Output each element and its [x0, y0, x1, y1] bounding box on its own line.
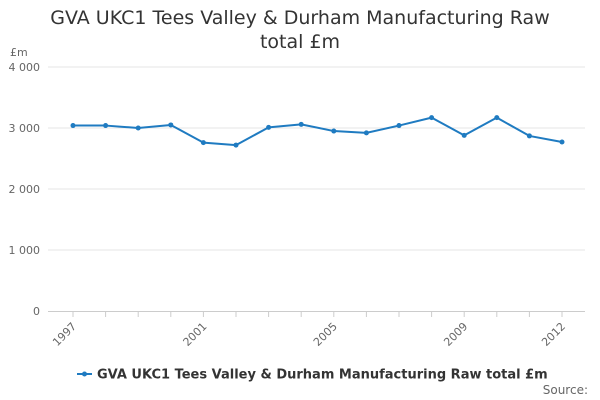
y-tick-label: 3 000 [9, 122, 41, 135]
data-point [135, 125, 141, 131]
data-point [396, 123, 402, 129]
data-point [266, 124, 272, 130]
series-layer [70, 115, 565, 148]
grid-lines [48, 66, 585, 251]
x-tick-label: 2012 [539, 320, 568, 349]
data-point [298, 121, 304, 127]
data-point [168, 122, 174, 128]
data-point [461, 132, 467, 138]
axes: 0 1 000 2 000 3 000 4 000 1997 2001 2005 2009 201… [9, 61, 585, 349]
data-point [363, 130, 369, 136]
data-point [494, 115, 500, 121]
legend-label: GVA UKC1 Tees Valley & Durham Manufactur… [97, 368, 548, 383]
data-point [103, 123, 109, 129]
source-label: Source: [543, 383, 588, 397]
data-point [233, 142, 239, 148]
x-tick-label: 2001 [181, 320, 210, 349]
x-tick-label: 2005 [311, 320, 340, 349]
data-point [200, 140, 206, 146]
y-tick-label: 1 000 [9, 244, 41, 257]
chart-title: GVA UKC1 Tees Valley & Durham Manufactur… [50, 7, 550, 53]
legend[interactable]: GVA UKC1 Tees Valley & Durham Manufactur… [77, 368, 548, 383]
series-line [73, 116, 563, 147]
data-point [70, 123, 76, 129]
y-tick-label: 0 [33, 305, 40, 318]
y-tick-label: 4 000 [9, 61, 41, 74]
data-point [331, 128, 337, 134]
legend-marker [82, 371, 87, 377]
y-unit-label: £m [10, 46, 28, 59]
y-tick-label: 2 000 [9, 183, 41, 196]
data-point [429, 115, 435, 121]
x-tick-label: 2009 [441, 320, 470, 349]
data-point [559, 139, 565, 145]
data-point [526, 133, 532, 139]
x-tick-label: 1997 [50, 320, 79, 349]
